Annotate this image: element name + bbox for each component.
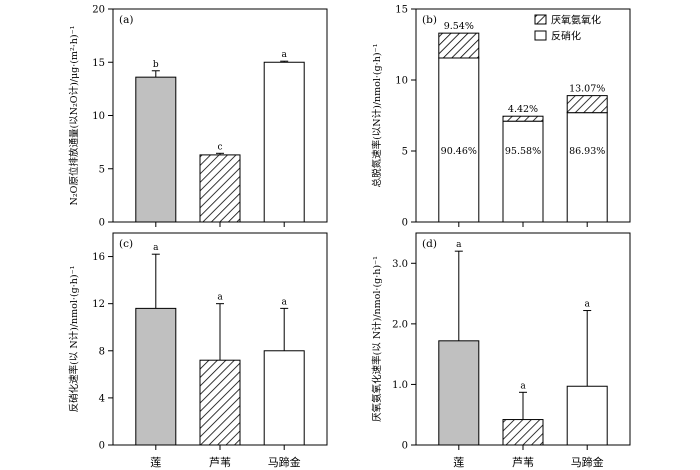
panel-label: (d): [422, 238, 437, 250]
bar: [199, 359, 241, 446]
denitrification-percent-label: 90.46%: [441, 146, 477, 157]
bar-denitrification: [438, 57, 480, 223]
y-tick-label: 0: [99, 441, 105, 452]
y-tick-label: 0: [402, 441, 408, 452]
y-tick-label: 20: [92, 5, 105, 16]
y-tick-label: 4: [99, 393, 105, 404]
significance-letter: a: [282, 297, 288, 307]
bar: [263, 350, 305, 446]
y-tick-label: 12: [92, 299, 105, 310]
y-axis-label: N₂O原位排放通量(以N₂O计)/μg·(m²·h)⁻¹: [68, 25, 80, 205]
category-label: 马蹄金: [571, 455, 604, 469]
y-tick-label: 16: [92, 252, 105, 263]
panel-d: 0 1.0 2.0 3.0 (d) 厌氧氨氧化速率(以 N计)/nmol·(g·h)⁻¹ a…: [371, 232, 631, 469]
y-tick-label: 10: [395, 76, 408, 87]
significance-letter: c: [217, 142, 222, 152]
significance-letter: a: [217, 293, 223, 303]
bar-anammox: [438, 32, 480, 59]
legend-label-anammox: 厌氧氨氧化: [551, 14, 601, 27]
panel-label: (c): [119, 238, 133, 250]
category-label: 芦苇: [209, 455, 231, 469]
anammox-percent-label: 9.54%: [444, 21, 474, 32]
y-tick-label: 5: [99, 164, 105, 175]
bar: [438, 340, 480, 446]
y-axis-label: 总脱氮速率(以N计)/nmol·(g·h)⁻¹: [371, 43, 383, 187]
bar: [502, 419, 544, 446]
panel-label: (a): [119, 14, 133, 26]
category-label: 马蹄金: [268, 455, 301, 469]
y-tick-label: 2.0: [392, 319, 408, 330]
bar-denitrification: [502, 120, 544, 223]
category-label: 莲: [150, 456, 161, 469]
significance-letter: a: [456, 240, 462, 250]
bar: [566, 385, 608, 446]
y-tick-label: 5: [402, 147, 408, 158]
panel-a: 0 5 10 15 20 (a) N₂O原位排放通量(以N₂O计)/μg·(m²·h)⁻¹ b…: [68, 5, 328, 229]
category-label: 莲: [453, 456, 464, 469]
panel-label: (b): [422, 14, 437, 26]
anammox-percent-label: 4.42%: [508, 104, 538, 115]
y-axis-label: 反硝化速率(以 N计)/nmol·(g·h)⁻¹: [68, 265, 80, 412]
bar: [135, 307, 177, 446]
bar-anammox: [502, 115, 544, 122]
significance-letter: a: [282, 50, 288, 60]
y-tick-label: 0: [99, 218, 105, 229]
legend-swatch-denitrification: [534, 30, 547, 41]
significance-letter: b: [153, 60, 159, 70]
y-tick-label: 10: [92, 111, 105, 122]
y-tick-label: 15: [395, 5, 408, 16]
anammox-percent-label: 13.07%: [569, 84, 605, 95]
denitrification-percent-label: 95.58%: [505, 146, 541, 157]
bar: [135, 76, 177, 223]
y-tick-label: 15: [92, 58, 105, 69]
bar: [263, 61, 305, 223]
bar-anammox: [566, 95, 608, 114]
bar: [199, 154, 241, 223]
significance-letter: a: [585, 300, 591, 310]
significance-letter: a: [520, 381, 526, 391]
y-tick-label: 1.0: [392, 380, 408, 391]
chart-layer: 0 5 10 15 20 (a) N₂O原位排放通量(以N₂O计)/μg·(m²·h)⁻¹ b…: [68, 5, 631, 469]
legend-label-denitrification: 反硝化: [551, 30, 581, 43]
y-tick-label: 3.0: [392, 259, 408, 270]
significance-letter: a: [153, 243, 159, 253]
y-tick-label: 8: [99, 346, 105, 357]
panel-c: 0 4 8 12 16 (c) 反硝化速率(以 N计)/nmol·(g·h)⁻¹ a a a 莲 芦苇…: [68, 232, 328, 469]
category-label: 芦苇: [512, 455, 534, 469]
legend-swatch-anammox: [534, 14, 547, 25]
y-axis-label: 厌氧氨氧化速率(以 N计)/nmol·(g·h)⁻¹: [371, 256, 383, 422]
panel-b: 0 5 10 15 (b) 总脱氮速率(以N计)/nmol·(g·h)⁻¹ 9.54% 90.…: [371, 5, 631, 229]
y-tick-label: 0: [402, 218, 408, 229]
bar-denitrification: [566, 112, 608, 223]
denitrification-percent-label: 86.93%: [569, 146, 605, 157]
